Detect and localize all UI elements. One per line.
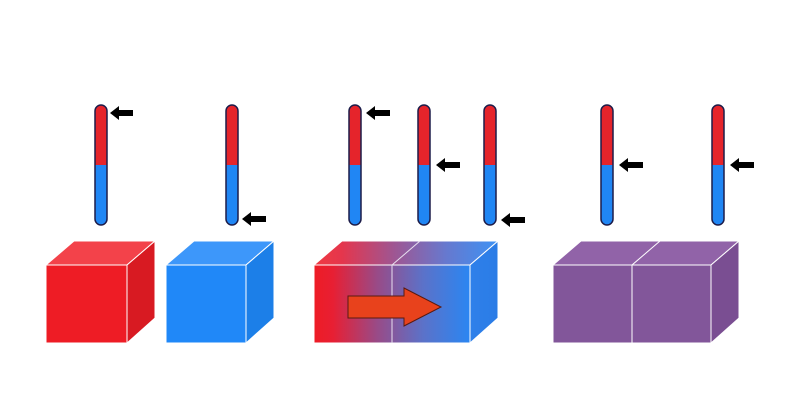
cold-block [164, 239, 276, 345]
thermometer-cold-block [225, 104, 239, 226]
thermometer-interface [417, 104, 431, 226]
right-arrow-icon [347, 287, 443, 327]
pointer-arrow-icon [619, 158, 643, 172]
thermometer-right-block [711, 104, 725, 226]
pointer-arrow-icon [110, 106, 133, 120]
thermometer-left-block [600, 104, 614, 226]
hot-block [44, 239, 157, 345]
thermometer-cold-end [483, 104, 497, 226]
equilibrium-block [551, 239, 741, 345]
pointer-arrow-icon [242, 212, 266, 226]
pointer-arrow-icon [730, 158, 754, 172]
scene-in-contact [312, 104, 525, 345]
scene-separate [44, 104, 276, 345]
pointer-arrow-icon [366, 106, 390, 120]
pointer-arrow-icon [501, 213, 525, 227]
pointer-arrow-icon [436, 158, 460, 172]
thermometer-hot-block [94, 104, 108, 226]
scene-equilibrium [551, 104, 754, 345]
thermometer-hot-end [348, 104, 362, 226]
